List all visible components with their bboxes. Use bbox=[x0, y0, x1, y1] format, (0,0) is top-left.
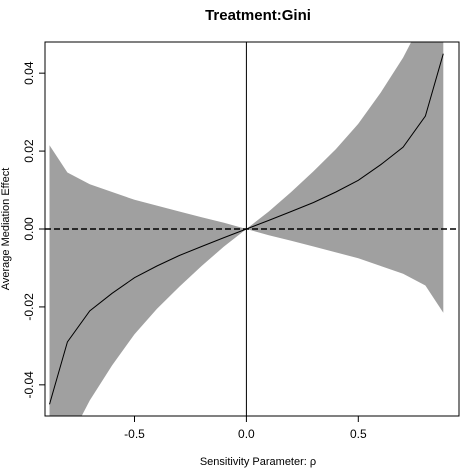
x-tick-label: 0.5 bbox=[350, 427, 367, 441]
x-tick-label: -0.5 bbox=[124, 427, 145, 441]
y-tick-label: -0.02 bbox=[22, 293, 36, 321]
chart-title: Treatment:Gini bbox=[205, 7, 311, 24]
y-tick-label: 0.00 bbox=[22, 217, 36, 241]
y-axis-label: Average Mediation Effect bbox=[0, 168, 12, 291]
x-tick-label: 0.0 bbox=[238, 427, 255, 441]
y-tick-label: 0.04 bbox=[22, 61, 36, 85]
y-tick-label: -0.04 bbox=[22, 371, 36, 399]
plot-area bbox=[45, 42, 459, 416]
y-axis: -0.04 -0.02 0.00 0.02 0.04 bbox=[22, 61, 45, 399]
x-axis-label: Sensitivity Parameter: ρ bbox=[200, 456, 316, 468]
x-axis: -0.5 0.0 0.5 bbox=[124, 416, 367, 441]
y-tick-label: 0.02 bbox=[22, 139, 36, 163]
estimate-line bbox=[49, 53, 444, 405]
